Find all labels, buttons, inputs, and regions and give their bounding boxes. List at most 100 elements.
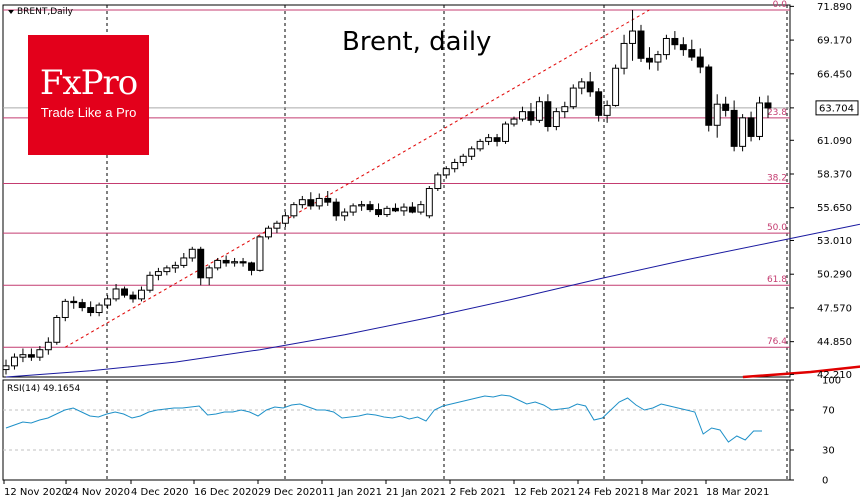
- rsi-label: RSI(14) 49.1654: [7, 384, 80, 394]
- candle-up: [273, 222, 281, 229]
- candle-down: [121, 288, 128, 296]
- candle-up: [502, 123, 509, 142]
- candle-down: [366, 204, 374, 211]
- candle-up: [603, 104, 611, 116]
- y-tick-label: 71.890: [817, 2, 852, 13]
- candle-down: [78, 302, 86, 309]
- candle-up: [104, 298, 112, 306]
- candle-up: [214, 259, 222, 269]
- candle-up: [154, 271, 162, 276]
- candle-down: [129, 294, 137, 300]
- candle-up: [468, 148, 476, 157]
- candle-down: [70, 300, 78, 304]
- y-tick-label: 44.850: [817, 337, 852, 348]
- candle-up: [11, 356, 18, 367]
- candle-up: [44, 341, 52, 351]
- candle-down: [248, 262, 255, 271]
- x-tick-label: 24 Feb 2021: [578, 487, 640, 498]
- candle-down: [332, 201, 340, 217]
- fib-level-label: 38.2: [767, 174, 787, 184]
- fib-trend-line: [65, 9, 650, 348]
- candle-up: [383, 207, 391, 216]
- candle-up: [510, 118, 518, 125]
- x-tick-label: 21 Jan 2021: [386, 487, 446, 498]
- candle-down: [493, 137, 501, 142]
- x-tick-label: 4 Dec 2020: [131, 487, 189, 498]
- fib-level-label: 23.8: [767, 108, 787, 118]
- candle-up: [485, 137, 493, 142]
- candle-down: [764, 102, 772, 109]
- candle-up: [713, 103, 721, 126]
- candle-down: [595, 91, 603, 116]
- candle-up: [2, 365, 10, 371]
- candle-down: [722, 103, 730, 111]
- y-tick-label: 66.450: [817, 69, 852, 80]
- candle-down: [87, 307, 95, 314]
- rsi-tick-label: 30: [822, 446, 835, 457]
- candle-down: [637, 30, 645, 59]
- fib-level-label: 76.4: [767, 337, 787, 347]
- y-tick-label: 50.290: [817, 270, 852, 281]
- candle-up: [256, 236, 264, 271]
- candle-down: [239, 261, 247, 264]
- candle-up: [146, 274, 154, 291]
- candle-up: [561, 106, 569, 113]
- fxpro-logo: FxPro Trade Like a Pro: [28, 35, 149, 155]
- candle-up: [171, 264, 179, 269]
- candle-up: [400, 206, 408, 212]
- candle-up: [341, 211, 349, 217]
- candle-up: [281, 215, 289, 224]
- candle-up: [61, 300, 69, 318]
- candle-up: [358, 204, 366, 207]
- candle-down: [392, 207, 399, 212]
- candle-up: [298, 199, 306, 206]
- candle-down: [324, 197, 332, 203]
- candle-up: [442, 168, 450, 176]
- candle-up: [476, 140, 484, 150]
- candle-down: [307, 199, 315, 207]
- candle-down: [688, 49, 696, 58]
- candle-down: [544, 101, 552, 128]
- fib-level-label: 0.0: [773, 0, 788, 10]
- candle-up: [459, 155, 467, 163]
- candle-up: [163, 267, 171, 273]
- candle-down: [197, 248, 205, 279]
- current-price-tag: [815, 100, 859, 116]
- candle-up: [519, 111, 526, 120]
- x-tick-label: 18 Mar 2021: [706, 487, 769, 498]
- x-tick-label: 12 Nov 2020: [4, 487, 68, 498]
- candle-up: [434, 174, 442, 190]
- candle-up: [552, 111, 560, 128]
- y-tick-label: 55.650: [817, 203, 852, 214]
- candle-down: [586, 81, 594, 93]
- candle-down: [671, 37, 679, 46]
- main-plot-frame: [2, 4, 791, 378]
- chart-title: Brent, daily: [342, 27, 491, 57]
- candle-up: [112, 288, 120, 300]
- candle-up: [425, 188, 433, 217]
- y-tick-label: 58.370: [817, 170, 852, 181]
- symbol-dropdown-arrow: [8, 10, 14, 14]
- candle-up: [535, 101, 543, 121]
- candle-up: [231, 261, 239, 264]
- candle-up: [417, 204, 425, 213]
- current-price-label: 63.704: [819, 103, 854, 114]
- x-tick-label: 12 Feb 2021: [514, 487, 576, 498]
- candle-down: [27, 354, 35, 358]
- candle-up: [315, 197, 323, 207]
- rsi-tick-label: 70: [822, 406, 835, 417]
- candle-up: [569, 87, 577, 108]
- logo-tagline: Trade Like a Pro: [40, 105, 137, 120]
- candle-down: [646, 57, 653, 63]
- candle-down: [705, 66, 713, 126]
- candle-up: [36, 349, 44, 358]
- candle-down: [696, 56, 704, 68]
- candle-down: [730, 109, 738, 147]
- y-tick-label: 47.570: [817, 303, 852, 314]
- candle-up: [349, 205, 357, 213]
- rsi-line: [5, 394, 762, 443]
- candle-down: [747, 117, 755, 137]
- candle-up: [654, 54, 662, 63]
- candle-down: [222, 259, 230, 264]
- candle-down: [375, 209, 382, 216]
